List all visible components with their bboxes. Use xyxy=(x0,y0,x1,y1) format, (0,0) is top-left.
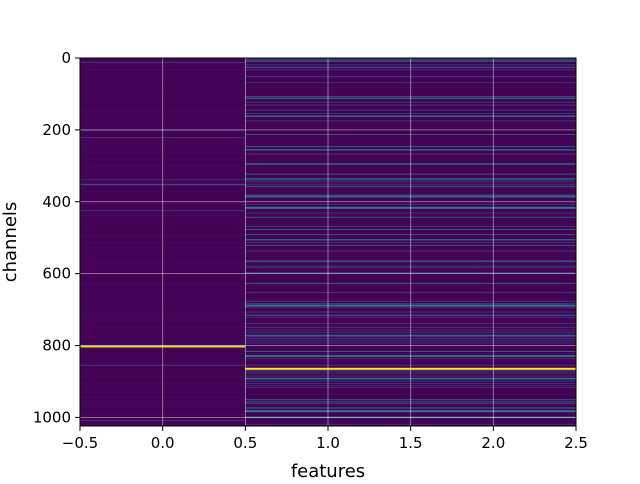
x-tick-label: 1.0 xyxy=(316,434,340,452)
y-axis: 0 200 400 600 800 1000 xyxy=(33,49,80,426)
y-axis-label: channels xyxy=(0,202,21,283)
x-tick-label: 0.0 xyxy=(151,434,175,452)
x-axis: −0.5 0.0 0.5 1.0 1.5 2.0 2.5 xyxy=(62,426,588,452)
x-tick-label: 1.5 xyxy=(399,434,423,452)
x-axis-label: features xyxy=(291,461,365,480)
y-tick-label: 400 xyxy=(42,193,71,211)
y-tick-label: 800 xyxy=(42,337,71,355)
x-tick-label: 2.5 xyxy=(564,434,588,452)
y-tick-label: 600 xyxy=(42,265,71,283)
x-tick-label: 2.0 xyxy=(481,434,505,452)
y-tick-label: 0 xyxy=(61,49,71,67)
y-tick-label: 1000 xyxy=(33,408,71,426)
x-tick-label: −0.5 xyxy=(62,434,98,452)
x-tick-label: 0.5 xyxy=(233,434,257,452)
y-tick-label: 200 xyxy=(42,121,71,139)
